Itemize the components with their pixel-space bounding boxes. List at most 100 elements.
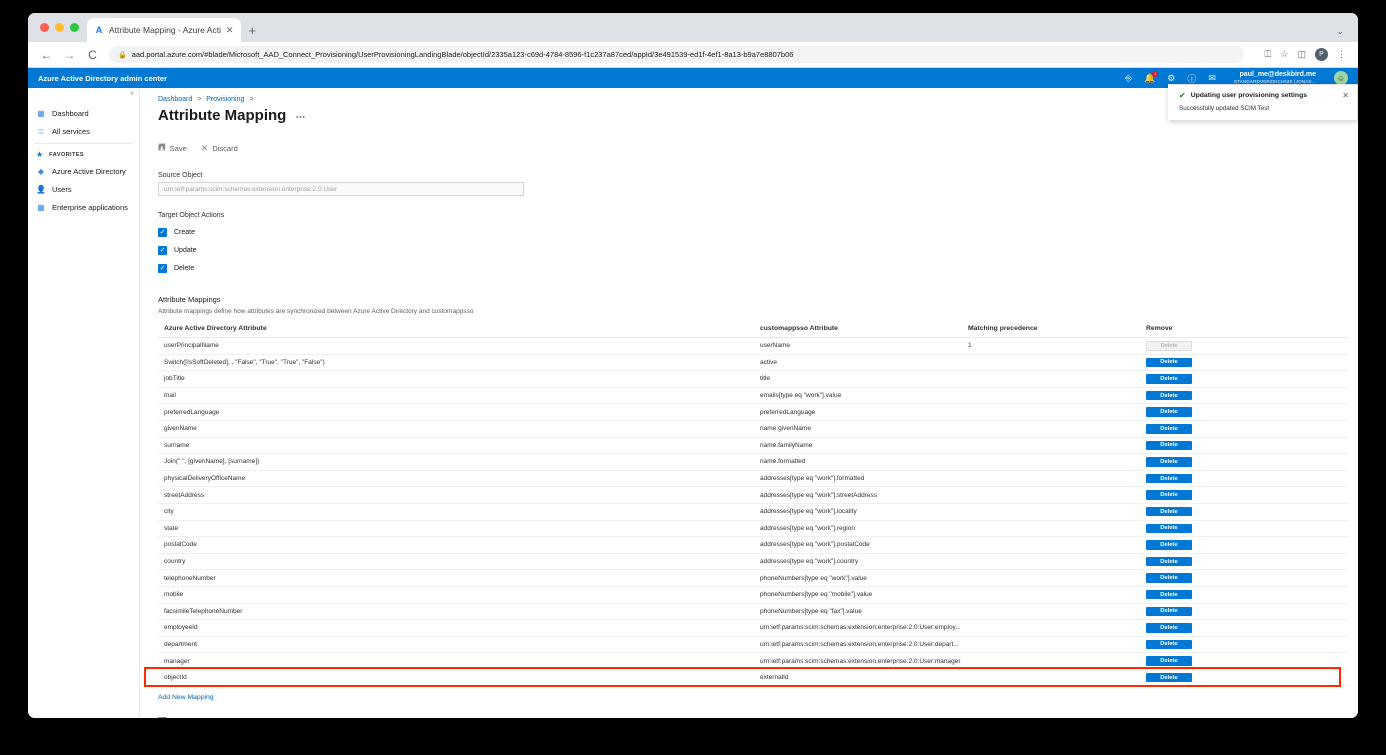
- cell-aad-attribute[interactable]: preferredLanguage: [158, 403, 754, 421]
- cell-app-attribute[interactable]: name.familyName: [754, 437, 962, 455]
- cell-app-attribute[interactable]: addresses[type eq "work"].formatted: [754, 470, 962, 488]
- delete-button[interactable]: Delete: [1146, 440, 1192, 451]
- checkbox-update[interactable]: ✓ Update: [158, 246, 1342, 255]
- delete-button[interactable]: Delete: [1146, 424, 1192, 434]
- help-icon[interactable]: ⓘ: [1187, 73, 1197, 84]
- delete-button[interactable]: Delete: [1146, 672, 1192, 683]
- delete-button[interactable]: Delete: [1146, 473, 1192, 484]
- window-traffic-lights[interactable]: [36, 13, 87, 42]
- table-row[interactable]: objectId externalId Delete: [158, 669, 1348, 687]
- cell-app-attribute[interactable]: userName: [754, 337, 962, 355]
- cell-aad-attribute[interactable]: objectId: [158, 669, 754, 687]
- table-row[interactable]: mail emails[type eq "work"].value Delete: [158, 387, 1348, 405]
- table-row[interactable]: Join(" ", [givenName], [surname]) name.fo…: [158, 453, 1348, 471]
- cell-app-attribute[interactable]: name.givenName: [754, 420, 962, 438]
- browser-tab[interactable]: A Attribute Mapping - Azure Acti ✕: [87, 18, 241, 42]
- delete-button[interactable]: Delete: [1146, 540, 1192, 550]
- cell-aad-attribute[interactable]: facsimileTelephoneNumber: [158, 603, 754, 621]
- delete-button[interactable]: Delete: [1146, 523, 1192, 534]
- delete-button[interactable]: Delete: [1146, 390, 1192, 401]
- new-tab-button[interactable]: +: [248, 23, 257, 38]
- cell-aad-attribute[interactable]: physicalDeliveryOfficeName: [158, 470, 754, 488]
- table-row[interactable]: facsimileTelephoneNumber phoneNumbers[typ…: [158, 603, 1348, 621]
- delete-button[interactable]: Delete: [1146, 457, 1192, 467]
- settings-gear-icon[interactable]: ⚙: [1167, 72, 1176, 83]
- cell-aad-attribute[interactable]: department: [158, 636, 754, 654]
- feedback-icon[interactable]: ✉: [1208, 72, 1216, 83]
- sidepanel-icon[interactable]: ◫: [1297, 49, 1306, 59]
- back-icon[interactable]: ←: [40, 47, 53, 62]
- table-row[interactable]: postalCode addresses[type eq "work"].post…: [158, 536, 1348, 554]
- share-icon[interactable]: ⎅: [1264, 49, 1272, 59]
- cell-aad-attribute[interactable]: state: [158, 520, 754, 538]
- maximize-window-button[interactable]: [70, 23, 79, 32]
- cell-aad-attribute[interactable]: givenName: [158, 420, 754, 438]
- table-row[interactable]: country addresses[type eq "work"].country…: [158, 553, 1348, 571]
- checkbox-update-box[interactable]: ✓: [158, 246, 167, 255]
- cell-aad-attribute[interactable]: country: [158, 553, 754, 571]
- sidebar-item-dashboard[interactable]: ▦ Dashboard: [28, 104, 139, 122]
- table-row[interactable]: mobile phoneNumbers[type eq "mobile"].val…: [158, 586, 1348, 604]
- table-row[interactable]: surname name.familyName Delete: [158, 437, 1348, 455]
- delete-button[interactable]: Delete: [1146, 556, 1192, 567]
- delete-button[interactable]: Delete: [1146, 374, 1192, 384]
- delete-button[interactable]: Delete: [1146, 407, 1192, 417]
- cell-app-attribute[interactable]: name.formatted: [754, 453, 962, 471]
- cell-app-attribute[interactable]: addresses[type eq "work"].region: [754, 520, 962, 538]
- cell-app-attribute[interactable]: addresses[type eq "work"].locality: [754, 503, 962, 521]
- reload-icon[interactable]: C: [88, 47, 97, 62]
- cell-aad-attribute[interactable]: userPrincipalName: [158, 337, 754, 355]
- delete-button[interactable]: Delete: [1146, 606, 1192, 617]
- cell-app-attribute[interactable]: phoneNumbers[type eq "mobile"].value: [754, 586, 962, 604]
- cell-aad-attribute[interactable]: manager: [158, 652, 754, 670]
- breadcrumb-item-dashboard[interactable]: Dashboard: [158, 96, 193, 103]
- show-advanced-options-row[interactable]: Show advanced options: [158, 717, 1342, 718]
- table-row[interactable]: physicalDeliveryOfficeName addresses[type…: [158, 470, 1348, 488]
- cell-app-attribute[interactable]: addresses[type eq "work"].country: [754, 553, 962, 571]
- table-row[interactable]: streetAddress addresses[type eq "work"].s…: [158, 486, 1348, 504]
- delete-button[interactable]: Delete: [1146, 589, 1192, 600]
- cloud-shell-icon[interactable]: ⎆: [1124, 72, 1133, 83]
- delete-button[interactable]: Delete: [1146, 506, 1192, 517]
- table-row[interactable]: jobTitle title Delete: [158, 370, 1348, 388]
- table-row[interactable]: userPrincipalName userName 1 Delete: [158, 337, 1348, 355]
- cell-aad-attribute[interactable]: postalCode: [158, 536, 754, 554]
- cell-app-attribute[interactable]: phoneNumbers[type eq "fax"].value: [754, 603, 962, 621]
- chevron-down-icon[interactable]: ⌄: [1336, 26, 1344, 36]
- cell-app-attribute[interactable]: emails[type eq "work"].value: [754, 387, 962, 405]
- avatar[interactable]: ☺: [1334, 71, 1348, 85]
- close-window-button[interactable]: [40, 23, 49, 32]
- delete-button[interactable]: Delete: [1146, 623, 1192, 633]
- cell-app-attribute[interactable]: urn:ietf:params:scim:schemas:extension:e…: [754, 619, 962, 637]
- table-row[interactable]: department urn:ietf:params:scim:schemas:e…: [158, 636, 1348, 654]
- delete-button[interactable]: Delete: [1146, 639, 1192, 650]
- bookmark-star-icon[interactable]: ☆: [1280, 49, 1289, 59]
- profile-avatar[interactable]: P: [1315, 48, 1328, 61]
- table-row[interactable]: city addresses[type eq "work"].locality De…: [158, 503, 1348, 521]
- delete-button[interactable]: Delete: [1146, 656, 1192, 666]
- notifications-icon[interactable]: 🔔 1: [1144, 70, 1159, 83]
- cell-app-attribute[interactable]: preferredLanguage: [754, 403, 962, 421]
- azure-portal-title[interactable]: Azure Active Directory admin center: [38, 73, 167, 83]
- close-icon[interactable]: ✕: [1342, 91, 1349, 100]
- checkbox-create-box[interactable]: ✓: [158, 228, 167, 237]
- cell-aad-attribute[interactable]: employeeId: [158, 619, 754, 637]
- account-info[interactable]: paul_me@deskbird.me STANDARDVERZEICHNIS …: [1234, 71, 1316, 84]
- cell-aad-attribute[interactable]: mail: [158, 387, 754, 405]
- minimize-window-button[interactable]: [55, 23, 64, 32]
- forward-icon[interactable]: →: [63, 47, 76, 62]
- cell-aad-attribute[interactable]: jobTitle: [158, 370, 754, 388]
- show-advanced-options-checkbox[interactable]: [158, 717, 167, 718]
- cell-app-attribute[interactable]: urn:ietf:params:scim:schemas:extension:e…: [754, 636, 962, 654]
- collapse-sidebar-icon[interactable]: «: [130, 90, 134, 97]
- checkbox-create[interactable]: ✓ Create: [158, 228, 1342, 237]
- sidebar-item-enterprise-applications[interactable]: ▦ Enterprise applications: [28, 198, 139, 216]
- save-button[interactable]: 🖪 Save: [158, 140, 187, 156]
- table-row[interactable]: state addresses[type eq "work"].region Del…: [158, 520, 1348, 538]
- cell-aad-attribute[interactable]: surname: [158, 437, 754, 455]
- delete-button[interactable]: Delete: [1146, 490, 1192, 500]
- table-row[interactable]: preferredLanguage preferredLanguage Delete: [158, 403, 1348, 421]
- source-object-input[interactable]: urn:ietf:params:scim:schemas:extension:e…: [158, 182, 524, 196]
- table-row[interactable]: givenName name.givenName Delete: [158, 420, 1348, 438]
- delete-button[interactable]: Delete: [1146, 573, 1192, 583]
